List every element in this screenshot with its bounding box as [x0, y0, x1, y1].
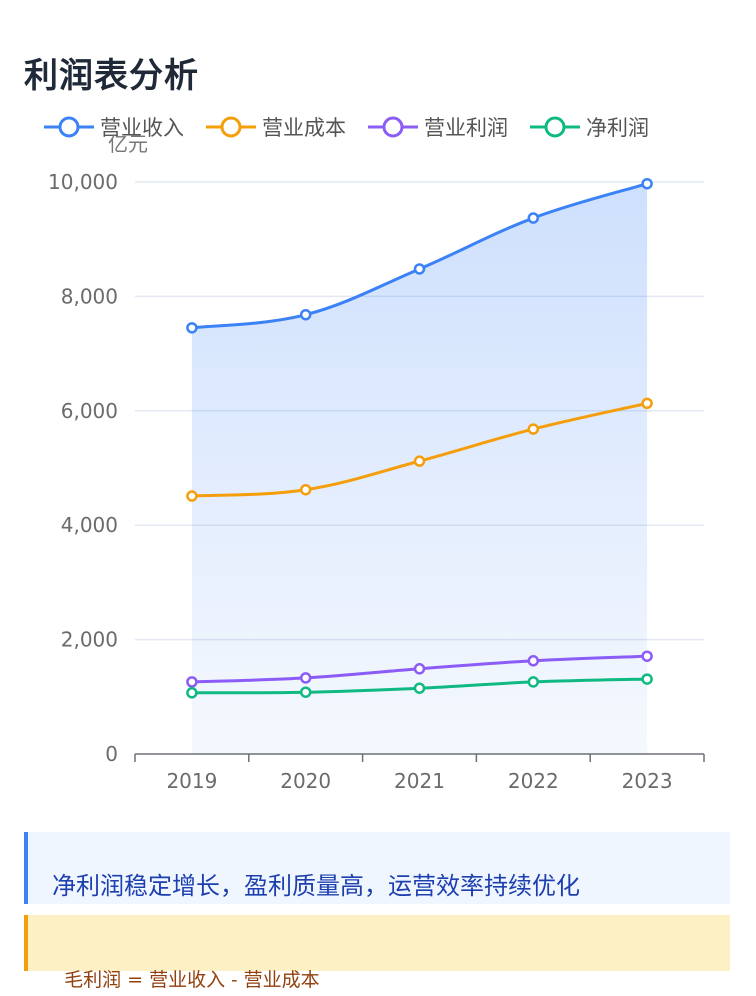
- legend-line-marker-icon: [206, 116, 256, 138]
- data-point[interactable]: [641, 673, 653, 685]
- legend-item[interactable]: 营业成本: [206, 112, 346, 142]
- y-tick-label: 6,000: [61, 399, 118, 423]
- y-axis-unit-label: 亿元: [108, 132, 148, 156]
- data-point[interactable]: [413, 682, 426, 694]
- data-point[interactable]: [186, 687, 198, 699]
- data-point[interactable]: [641, 650, 653, 662]
- legend-label: 营业收入: [100, 116, 184, 140]
- data-point[interactable]: [641, 397, 653, 410]
- insight-text: 净利润稳定增长，盈利质量高，运营效率持续优化: [52, 872, 580, 900]
- data-point[interactable]: [299, 672, 312, 684]
- legend-line-marker-icon: [368, 116, 418, 138]
- data-point[interactable]: [299, 686, 312, 698]
- data-point[interactable]: [413, 455, 426, 467]
- data-point[interactable]: [527, 212, 540, 224]
- y-tick-label: 4,000: [61, 513, 118, 537]
- legend-label: 净利润: [586, 116, 649, 140]
- x-tick-label: 2019: [166, 769, 217, 793]
- x-tick-label: 2021: [394, 769, 445, 793]
- chart-legend: 营业收入 营业成本 营业利润 净利润: [44, 112, 649, 142]
- data-point[interactable]: [186, 490, 198, 502]
- data-point[interactable]: [186, 676, 198, 688]
- data-point[interactable]: [413, 263, 426, 275]
- y-tick-label: 10,000: [48, 170, 118, 194]
- insight-callout: 净利润稳定增长，盈利质量高，运营效率持续优化: [24, 832, 730, 904]
- data-point[interactable]: [527, 423, 540, 435]
- y-tick-label: 2,000: [61, 628, 118, 652]
- legend-line-marker-icon: [44, 116, 94, 138]
- data-point[interactable]: [299, 483, 312, 496]
- formula-callout: 毛利润 = 营业收入 - 营业成本: [24, 915, 730, 991]
- line-chart: 0 2,000 4,000 6,000 8,000 10,000 2019 2020 2021 2…: [48, 170, 705, 793]
- legend-line-marker-icon: [530, 116, 580, 138]
- legend-label: 营业成本: [262, 116, 346, 140]
- data-point[interactable]: [527, 655, 540, 667]
- legend-item[interactable]: 净利润: [530, 112, 649, 142]
- x-tick-label: 2023: [622, 769, 673, 793]
- revenue-area-fill: [191, 183, 648, 754]
- data-point[interactable]: [413, 663, 426, 675]
- x-tick-label: 2022: [508, 769, 559, 793]
- y-tick-label: 8,000: [61, 284, 118, 308]
- data-point[interactable]: [527, 676, 540, 688]
- data-point[interactable]: [186, 322, 198, 334]
- data-point[interactable]: [299, 308, 312, 321]
- data-point[interactable]: [641, 177, 653, 190]
- page-title: 利润表分析: [24, 56, 199, 96]
- legend-item[interactable]: 营业利润: [368, 112, 508, 142]
- legend-item[interactable]: 营业收入: [44, 112, 184, 142]
- formula-text: 毛利润 = 营业收入 - 营业成本: [64, 969, 320, 991]
- x-tick-label: 2020: [280, 769, 331, 793]
- y-tick-label: 0: [105, 742, 118, 766]
- legend-label: 营业利润: [424, 116, 508, 140]
